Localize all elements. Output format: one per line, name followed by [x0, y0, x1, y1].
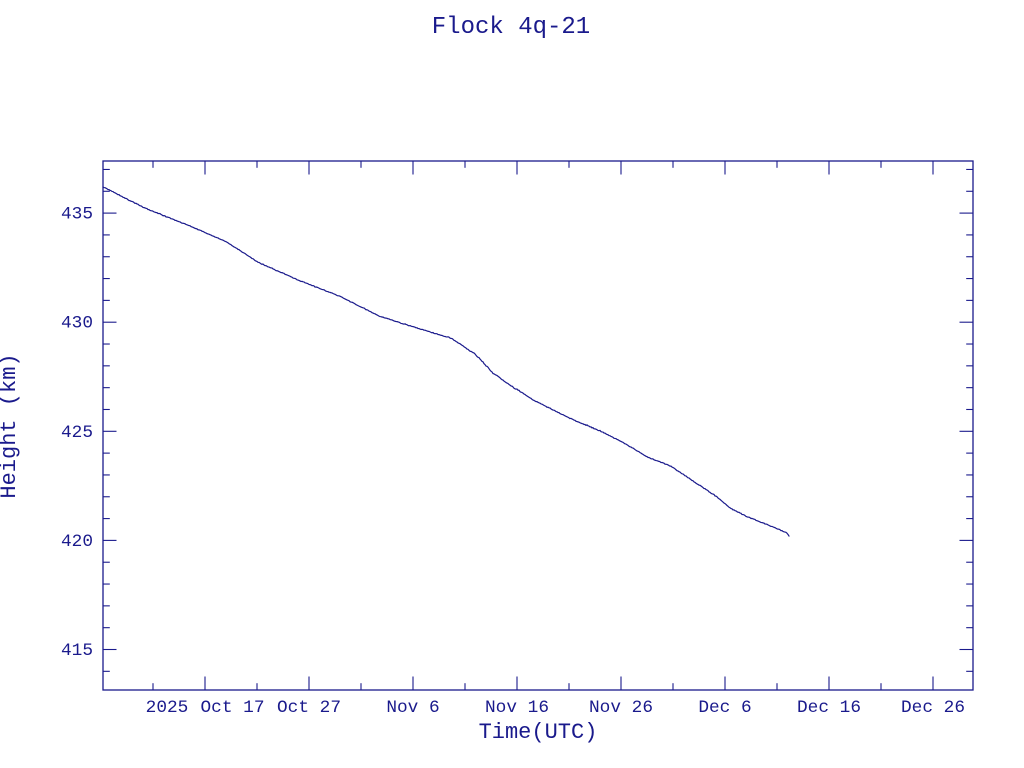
svg-text:435: 435 — [61, 205, 93, 225]
svg-text:Dec 6: Dec 6 — [698, 698, 751, 718]
svg-text:Nov 16: Nov 16 — [485, 698, 549, 718]
svg-text:420: 420 — [61, 532, 93, 552]
svg-text:Oct 17: Oct 17 — [201, 698, 265, 718]
svg-text:425: 425 — [61, 423, 93, 443]
svg-text:2025: 2025 — [146, 698, 189, 718]
svg-text:Nov 6: Nov 6 — [386, 698, 439, 718]
svg-text:Height (km): Height (km) — [0, 353, 22, 498]
svg-text:Flock 4q-21: Flock 4q-21 — [432, 14, 590, 41]
svg-text:Time(UTC): Time(UTC) — [479, 720, 598, 745]
svg-text:415: 415 — [61, 641, 93, 661]
svg-text:Nov 26: Nov 26 — [589, 698, 653, 718]
svg-text:430: 430 — [61, 314, 93, 334]
svg-text:Dec 26: Dec 26 — [901, 698, 965, 718]
svg-text:Oct 27: Oct 27 — [277, 698, 341, 718]
svg-text:Dec 16: Dec 16 — [797, 698, 861, 718]
